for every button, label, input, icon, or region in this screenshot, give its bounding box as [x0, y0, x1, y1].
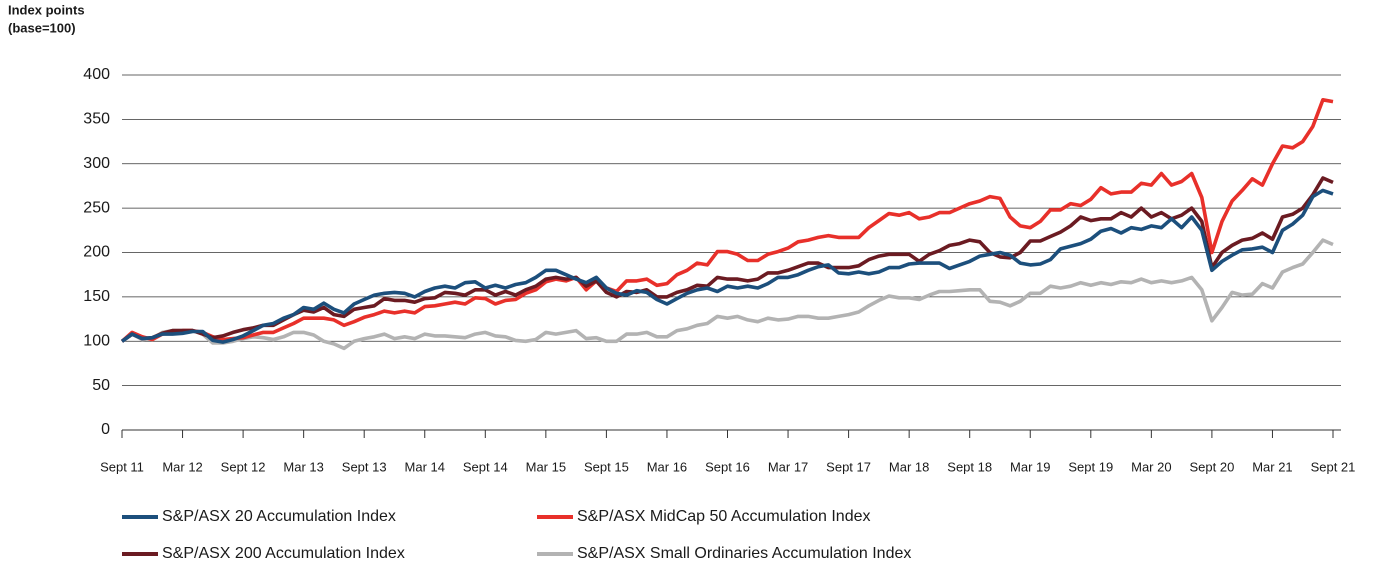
x-tick-label: Sept 20: [1189, 459, 1234, 474]
x-tick-label: Mar 14: [405, 459, 445, 474]
x-tick-label: Mar 12: [162, 459, 202, 474]
x-tick-label: Mar 18: [889, 459, 929, 474]
legend-label: S&P/ASX MidCap 50 Accumulation Index: [577, 508, 871, 525]
y-tick-label: 350: [83, 111, 110, 128]
legend-label: S&P/ASX 20 Accumulation Index: [162, 508, 396, 525]
series-line: [120, 98, 1334, 343]
series-line: [120, 238, 1334, 351]
x-tick-label: Sept 15: [584, 459, 629, 474]
y-tick-label: 50: [92, 377, 110, 394]
x-tick-label: Mar 15: [526, 459, 566, 474]
y-tick-label: 100: [83, 332, 110, 349]
y-axis-label: (base=100): [8, 20, 76, 35]
legend-label: S&P/ASX 200 Accumulation Index: [162, 545, 405, 562]
x-tick-label: Sept 21: [1311, 459, 1356, 474]
x-tick-label: Sept 16: [705, 459, 750, 474]
series-line: [120, 176, 1334, 343]
x-tick-label: Mar 20: [1131, 459, 1171, 474]
series-line: [120, 188, 1334, 344]
x-tick-label: Sept 18: [947, 459, 992, 474]
y-tick-label: 150: [83, 288, 110, 305]
y-tick-label: 400: [83, 66, 110, 83]
y-tick-label: 0: [101, 421, 110, 438]
x-tick-label: Sept 19: [1068, 459, 1113, 474]
y-tick-label: 300: [83, 155, 110, 172]
x-tick-label: Sept 13: [342, 459, 387, 474]
x-tick-label: Mar 21: [1252, 459, 1292, 474]
x-tick-label: Mar 16: [647, 459, 687, 474]
y-tick-label: 250: [83, 199, 110, 216]
x-tick-label: Sept 12: [221, 459, 266, 474]
x-tick-label: Sept 11: [100, 459, 144, 474]
y-tick-label: 200: [83, 244, 110, 261]
legend-label: S&P/ASX Small Ordinaries Accumulation In…: [577, 545, 911, 562]
x-tick-label: Sept 17: [826, 459, 871, 474]
y-axis-label: Index points: [8, 2, 85, 17]
x-tick-label: Sept 14: [463, 459, 508, 474]
x-tick-label: Mar 17: [768, 459, 808, 474]
x-tick-label: Mar 13: [283, 459, 323, 474]
x-tick-label: Mar 19: [1010, 459, 1050, 474]
